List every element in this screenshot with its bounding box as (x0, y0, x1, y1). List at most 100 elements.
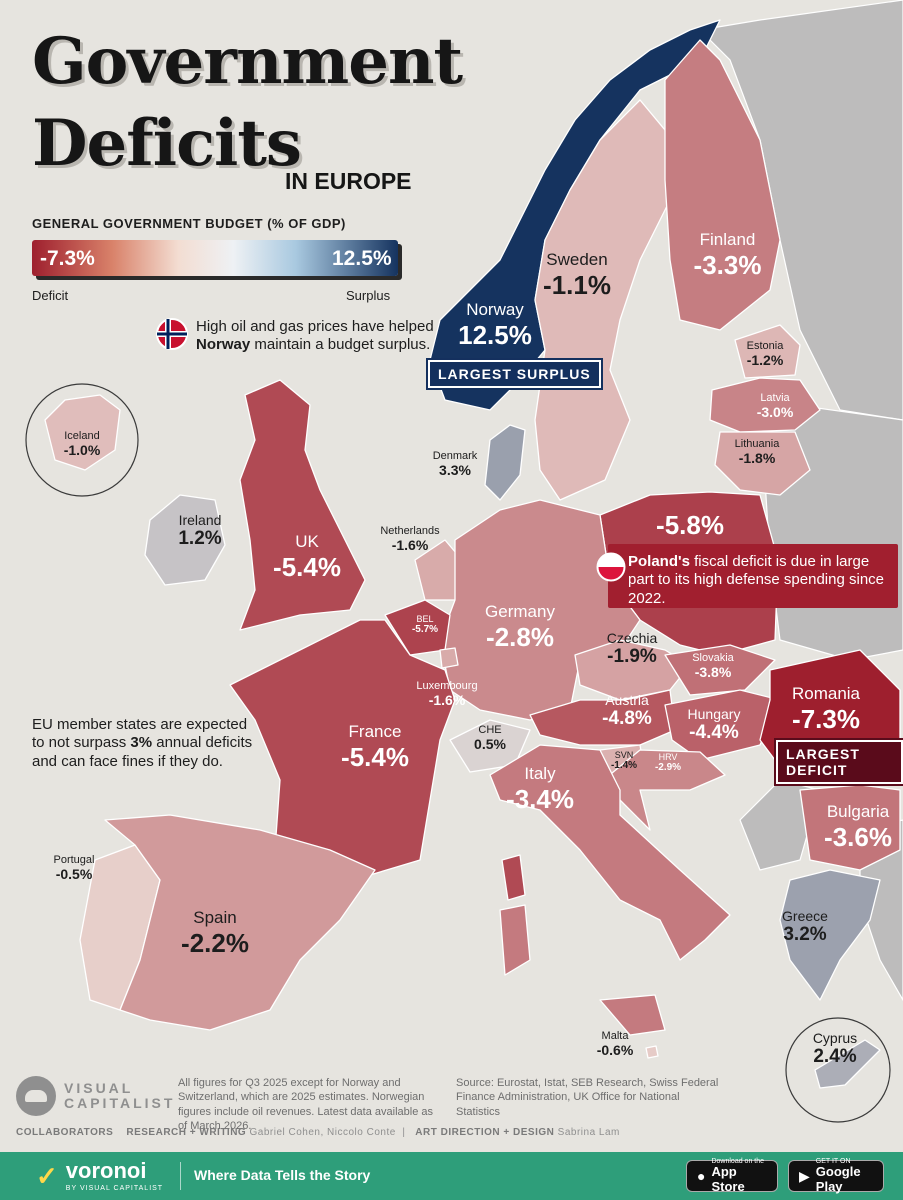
label-spain: Spain -2.2% (175, 908, 255, 959)
credits-research-names: Gabriel Cohen, Niccolo Conte (249, 1127, 396, 1138)
label-switzerland-value: 0.5% (474, 736, 506, 752)
country-sweden (534, 99, 671, 501)
eu-note-bold: 3% (130, 734, 153, 752)
label-germany-value: -2.8% (486, 622, 554, 652)
label-germany-name: Germany (485, 602, 555, 621)
label-portugal: Portugal -0.5% (42, 854, 106, 882)
norway-note-bold: Norway (196, 336, 251, 354)
label-luxembourg: Luxembourg -1.6% (410, 680, 484, 708)
label-slovenia-value: -1.4% (610, 760, 638, 771)
google-play-button[interactable]: ▶ GET IT ON Google Play (788, 1158, 884, 1194)
poland-flag-icon (596, 552, 626, 582)
label-netherlands-name: Netherlands (380, 525, 440, 537)
label-greece: Greece 3.2% (774, 908, 836, 946)
label-slovakia-name: Slovakia (692, 652, 734, 664)
country-spain (104, 814, 376, 1031)
label-spain-value: -2.2% (181, 928, 249, 958)
label-cyprus-name: Cyprus (812, 1030, 858, 1046)
country-ireland (144, 494, 226, 586)
label-bulgaria-name: Bulgaria (826, 802, 890, 821)
label-malta-name: Malta (601, 1030, 629, 1042)
label-greece-value: 3.2% (783, 924, 827, 945)
country-latvia (709, 377, 821, 433)
voronoi-wordmark: voronoi BY VISUAL CAPITALIST (65, 1158, 163, 1193)
eu-note-text-end: annual deficits and can face fines if th… (32, 734, 253, 770)
norway-note-text-end: maintain a budget surplus. (250, 336, 431, 354)
norway-flag-icon (156, 318, 188, 350)
label-denmark-name: Denmark (432, 450, 478, 462)
credits-heading: COLLABORATORS (16, 1127, 114, 1138)
label-cyprus: Cyprus 2.4% (804, 1030, 866, 1068)
label-italy-value: -3.4% (506, 784, 574, 814)
label-estonia: Estonia -1.2% (735, 340, 795, 368)
country-hungary (664, 689, 781, 761)
google-play-small: GET IT ON (815, 1158, 851, 1166)
label-austria: Austria -4.8% (592, 692, 662, 730)
label-norway: Norway 12.5% (450, 300, 540, 351)
voronoi-name: voronoi (65, 1158, 147, 1183)
apple-icon: ● (697, 1168, 706, 1184)
label-france: France -5.4% (330, 722, 420, 773)
label-luxembourg-value: -1.6% (428, 692, 466, 708)
voronoi-logo[interactable]: ✓ voronoi BY VISUAL CAPITALIST (36, 1158, 163, 1193)
footer-tagline: Where Data Tells the Story (194, 1167, 371, 1183)
label-croatia-name: HRV (658, 752, 678, 762)
legend-deficit-label: Deficit (32, 288, 69, 303)
label-czechia-name: Czechia (606, 630, 658, 646)
label-greece-name: Greece (782, 908, 828, 924)
label-romania: Romania -7.3% (776, 684, 876, 735)
credits: COLLABORATORS RESEARCH + WRITING Gabriel… (16, 1127, 620, 1138)
country-luxembourg (439, 647, 459, 669)
cyprus-inset (785, 1017, 891, 1123)
label-belgium-value: -5.7% (411, 624, 439, 635)
label-italy: Italy -3.4% (500, 764, 580, 815)
source: Source: Eurostat, Istat, SEB Research, S… (456, 1077, 719, 1118)
europe-map (25, 0, 903, 1123)
legend-title: GENERAL GOVERNMENT BUDGET (% OF GDP) (32, 216, 346, 231)
label-spain-name: Spain (193, 908, 237, 927)
label-croatia-value: -2.9% (654, 762, 682, 773)
label-iceland: Iceland -1.0% (52, 430, 112, 458)
iceland-inset (25, 383, 139, 497)
label-czechia: Czechia -1.9% (592, 630, 672, 668)
label-bulgaria: Bulgaria -3.6% (815, 802, 901, 853)
label-lithuania: Lithuania -1.8% (722, 438, 792, 466)
label-france-name: France (348, 722, 402, 741)
title-line-2: Deficits (32, 106, 302, 181)
country-uk (239, 379, 366, 631)
subtitle: IN EUROPE (285, 168, 412, 194)
label-estonia-value: -1.2% (746, 352, 784, 368)
visual-capitalist-logo[interactable]: VISUAL CAPITALIST (16, 1076, 175, 1116)
credits-design-names: Sabrina Lam (557, 1127, 620, 1138)
label-slovakia: Slovakia -3.8% (682, 652, 744, 680)
country-bulgaria (799, 784, 901, 871)
label-latvia-name: Latvia (760, 392, 790, 404)
label-belgium: BEL -5.7% (407, 614, 443, 635)
label-croatia: HRV -2.9% (650, 752, 686, 773)
label-poland-value: -5.8% (656, 510, 724, 540)
legend-surplus-label: Surplus (346, 288, 391, 303)
label-uk: UK -5.4% (272, 532, 342, 583)
label-finland-name: Finland (699, 230, 756, 249)
label-malta: Malta -0.6% (590, 1030, 640, 1058)
app-store-button[interactable]: ● Download on the App Store (686, 1158, 778, 1194)
label-netherlands: Netherlands -1.6% (370, 525, 450, 553)
label-sweden: Sweden -1.1% (532, 250, 622, 301)
voronoi-icon: ✓ (36, 1161, 58, 1191)
label-switzerland: CHE 0.5% (465, 724, 515, 752)
label-malta-value: -0.6% (596, 1042, 634, 1058)
label-slovakia-value: -3.8% (694, 664, 732, 680)
app-store-label: App Store (711, 1164, 745, 1194)
label-lithuania-name: Lithuania (734, 438, 780, 450)
visual-capitalist-icon (16, 1076, 56, 1116)
label-iceland-value: -1.0% (63, 442, 101, 458)
label-italy-name: Italy (524, 764, 556, 783)
eu-note: EU member states are expected to not sur… (32, 716, 262, 771)
country-italy (489, 744, 731, 961)
label-luxembourg-name: Luxembourg (416, 680, 478, 692)
google-play-label: Google Play (815, 1164, 861, 1194)
label-austria-name: Austria (605, 692, 649, 708)
poland-note-bold: Poland's (628, 553, 690, 570)
label-finland: Finland -3.3% (680, 230, 775, 281)
inset-circles (25, 383, 891, 1123)
